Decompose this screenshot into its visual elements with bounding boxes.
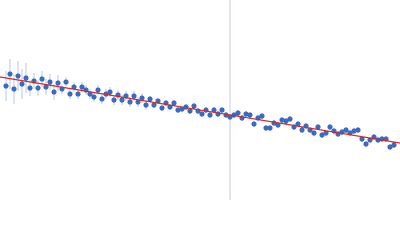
data-point bbox=[63, 79, 69, 85]
data-point bbox=[143, 102, 149, 108]
data-point bbox=[3, 83, 9, 89]
data-point bbox=[79, 84, 85, 90]
data-point bbox=[95, 87, 101, 93]
data-point bbox=[391, 142, 397, 148]
data-point bbox=[219, 107, 225, 113]
data-point bbox=[91, 94, 97, 100]
data-point bbox=[251, 121, 257, 127]
data-point bbox=[323, 130, 329, 136]
data-point bbox=[267, 125, 273, 131]
data-point bbox=[151, 102, 157, 108]
data-point bbox=[127, 99, 133, 105]
data-point bbox=[135, 99, 141, 105]
fit-line bbox=[0, 76, 400, 144]
data-point bbox=[119, 97, 125, 103]
data-point bbox=[259, 113, 265, 119]
data-point bbox=[19, 81, 25, 87]
data-point bbox=[39, 76, 45, 82]
data-point bbox=[43, 84, 49, 90]
data-point bbox=[15, 73, 21, 79]
data-point bbox=[139, 95, 145, 101]
data-point bbox=[191, 103, 197, 109]
data-point bbox=[159, 105, 165, 111]
data-point bbox=[351, 128, 357, 134]
data-point bbox=[47, 79, 53, 85]
chart bbox=[0, 0, 400, 200]
data-point bbox=[175, 107, 181, 113]
data-point bbox=[315, 124, 321, 130]
data-point bbox=[187, 108, 193, 114]
data-point bbox=[311, 130, 317, 136]
data-point bbox=[243, 111, 249, 117]
data-point bbox=[355, 127, 361, 133]
data-point bbox=[363, 141, 369, 147]
data-point bbox=[275, 122, 281, 128]
data-point bbox=[279, 117, 285, 123]
data-point bbox=[299, 127, 305, 133]
data-point bbox=[55, 80, 61, 86]
data-point bbox=[235, 110, 241, 116]
data-point bbox=[283, 118, 289, 124]
data-point bbox=[75, 91, 81, 97]
data-point bbox=[295, 121, 301, 127]
data-point bbox=[287, 116, 293, 122]
data-point bbox=[27, 85, 33, 91]
data-point bbox=[7, 71, 13, 77]
data-point bbox=[111, 97, 117, 103]
data-point bbox=[147, 96, 153, 102]
data-point bbox=[199, 111, 205, 117]
data-point bbox=[211, 107, 217, 113]
data-point bbox=[11, 86, 17, 92]
data-point bbox=[263, 125, 269, 131]
data-point bbox=[387, 144, 393, 150]
data-point bbox=[247, 112, 253, 118]
data-point bbox=[99, 96, 105, 102]
data-point bbox=[343, 127, 349, 133]
data-point bbox=[131, 93, 137, 99]
data-point bbox=[67, 91, 73, 97]
data-point bbox=[107, 89, 113, 95]
data-point bbox=[327, 124, 333, 130]
data-point bbox=[71, 84, 77, 90]
data-point bbox=[171, 100, 177, 106]
data-point bbox=[87, 91, 93, 97]
data-point bbox=[207, 112, 213, 118]
data-point bbox=[319, 132, 325, 138]
data-point bbox=[23, 75, 29, 81]
data-point bbox=[51, 89, 57, 95]
data-point bbox=[359, 136, 365, 142]
data-point bbox=[35, 85, 41, 91]
